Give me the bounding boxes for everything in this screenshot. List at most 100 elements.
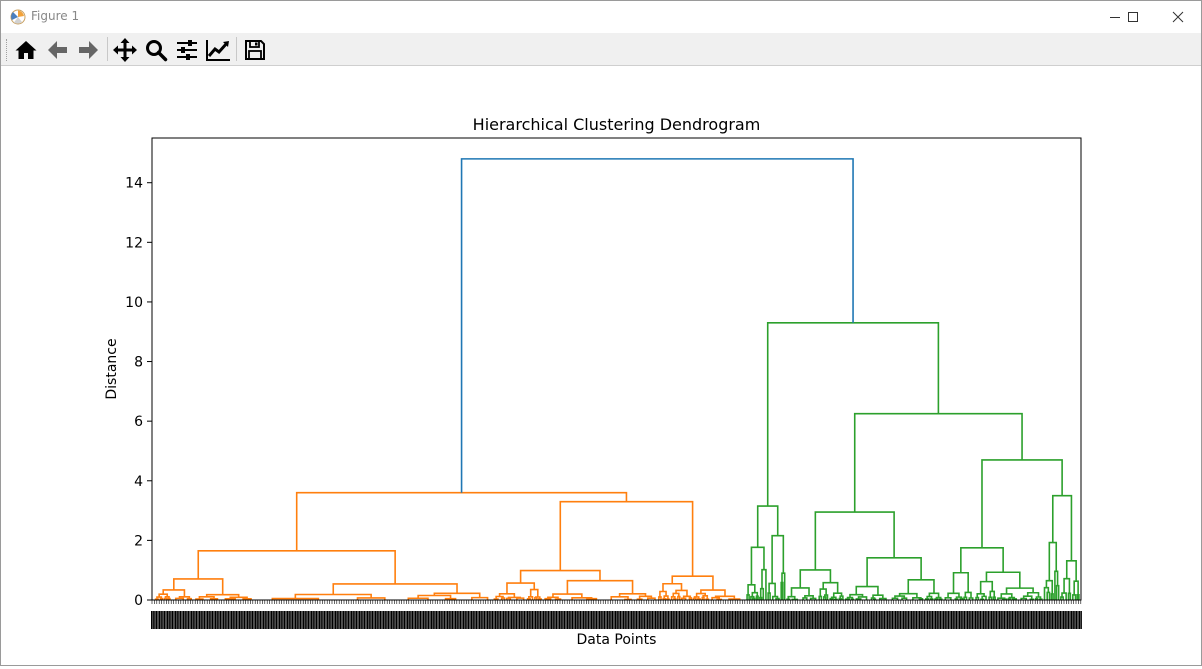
- leaf-tick-label: [523, 611, 526, 629]
- leaf-tick-label: [901, 611, 903, 629]
- zoom-button[interactable]: [142, 36, 170, 64]
- leaf-tick-label: [1023, 611, 1025, 629]
- leaf-tick-label: [815, 611, 817, 629]
- leaf-tick-label: [466, 611, 468, 629]
- minimize-button[interactable]: [1092, 1, 1138, 32]
- dendrogram-link: [771, 595, 779, 600]
- leaf-tick-label: [821, 611, 823, 629]
- leaf-tick-label: [736, 611, 738, 629]
- leaf-tick-label: [151, 611, 153, 629]
- leaf-tick-label: [600, 611, 602, 629]
- leaf-tick-label: [456, 611, 458, 629]
- leaf-tick-label: [520, 611, 522, 629]
- dendrogram-link: [646, 597, 656, 600]
- leaf-tick-label: [299, 611, 302, 629]
- leaf-tick-label: [322, 611, 324, 629]
- leaf-tick-label: [336, 611, 338, 629]
- leaf-tick-label: [357, 611, 359, 629]
- dendrogram-link: [519, 569, 601, 584]
- leaf-tick-label: [178, 611, 180, 629]
- leaf-tick-label: [739, 611, 742, 629]
- home-button[interactable]: [12, 36, 40, 64]
- figure-canvas[interactable]: 0 2 4 6 8 10 12 14 Hierarchical Clustering Dend…: [1, 66, 1201, 665]
- maximize-button[interactable]: [1110, 1, 1156, 32]
- leaf-tick-label: [687, 611, 689, 629]
- leaf-tick-label: [355, 611, 358, 629]
- leaf-tick-label: [347, 611, 350, 629]
- leaf-tick-label: [976, 611, 978, 629]
- dendrogram-link: [332, 583, 458, 595]
- pan-button[interactable]: [111, 36, 139, 64]
- dendrogram-link: [907, 579, 935, 594]
- leaf-tick-label: [360, 611, 362, 629]
- leaf-tick-label: [330, 611, 332, 629]
- leaf-tick-label: [963, 611, 966, 629]
- leaf-tick-label: [877, 611, 879, 629]
- leaf-tick-label: [691, 611, 694, 629]
- leaf-tick-label: [599, 611, 601, 629]
- leaf-tick-label: [693, 611, 695, 629]
- leaf-tick-label: [325, 611, 327, 629]
- save-button[interactable]: [241, 36, 269, 64]
- leaf-tick-label: [157, 611, 159, 629]
- leaf-tick-label: [447, 611, 449, 629]
- leaf-tick-label: [994, 611, 996, 629]
- leaf-tick-label: [487, 611, 489, 629]
- leaf-tick-label: [437, 611, 439, 629]
- dendrogram-link: [163, 597, 168, 600]
- close-button[interactable]: [1155, 1, 1201, 32]
- leaf-tick-label: [504, 611, 506, 629]
- leaf-tick-label: [495, 611, 497, 629]
- leaf-tick-label: [925, 611, 927, 629]
- leaf-tick-label: [637, 611, 639, 629]
- leaf-tick-label: [919, 611, 921, 629]
- leaf-tick-label: [922, 611, 924, 629]
- leaf-tick-label: [323, 611, 326, 629]
- leaf-tick-label: [1005, 611, 1007, 629]
- leaf-tick-label: [1000, 611, 1002, 629]
- configure-subplots-button[interactable]: [173, 36, 201, 64]
- leaf-tick-label: [384, 611, 386, 629]
- leaf-tick-label: [272, 611, 274, 629]
- dendrogram-link: [677, 595, 681, 600]
- leaf-tick-label: [954, 611, 956, 629]
- dendrogram-link: [952, 571, 969, 594]
- leaf-tick-label: [168, 611, 170, 629]
- leaf-tick-label: [952, 611, 954, 629]
- leaf-tick-label: [826, 611, 828, 629]
- leaf-tick-label: [698, 611, 700, 629]
- leaf-tick-label: [163, 611, 166, 629]
- leaf-tick-label: [663, 611, 665, 629]
- back-button[interactable]: [44, 36, 72, 64]
- leaf-tick-label: [1066, 611, 1068, 629]
- leaf-tick-label: [267, 611, 270, 629]
- leaf-tick-label: [1024, 611, 1026, 629]
- leaf-tick-label: [471, 611, 473, 629]
- dendrogram-link: [866, 557, 922, 587]
- dendrogram-links: [154, 158, 1080, 601]
- leaf-tick-label: [219, 611, 222, 629]
- leaf-tick-label: [912, 611, 914, 629]
- home-icon: [15, 41, 37, 59]
- dendrogram-link: [675, 589, 688, 597]
- leaf-tick-label: [730, 611, 732, 629]
- leaf-tick-label: [680, 611, 682, 629]
- leaf-tick-label: [840, 611, 842, 629]
- y-tick-label: 6: [134, 414, 143, 430]
- leaf-tick-label: [602, 611, 604, 629]
- leaf-tick-label: [391, 611, 393, 629]
- dendrogram-link: [173, 578, 224, 595]
- leaf-tick-label: [594, 611, 596, 629]
- forward-button[interactable]: [74, 36, 102, 64]
- leaf-tick-label: [266, 611, 268, 629]
- leaf-tick-label: [1031, 611, 1033, 629]
- dendrogram-link: [787, 595, 796, 600]
- leaf-tick-label: [960, 611, 962, 629]
- leaf-tick-labels: [151, 600, 1082, 629]
- leaf-tick-label: [514, 611, 516, 629]
- dendrogram-link: [924, 598, 930, 600]
- dendrogram-link: [855, 598, 862, 600]
- leaf-tick-label: [887, 611, 889, 629]
- dendrogram-link: [714, 595, 736, 600]
- edit-axis-button[interactable]: [204, 36, 232, 64]
